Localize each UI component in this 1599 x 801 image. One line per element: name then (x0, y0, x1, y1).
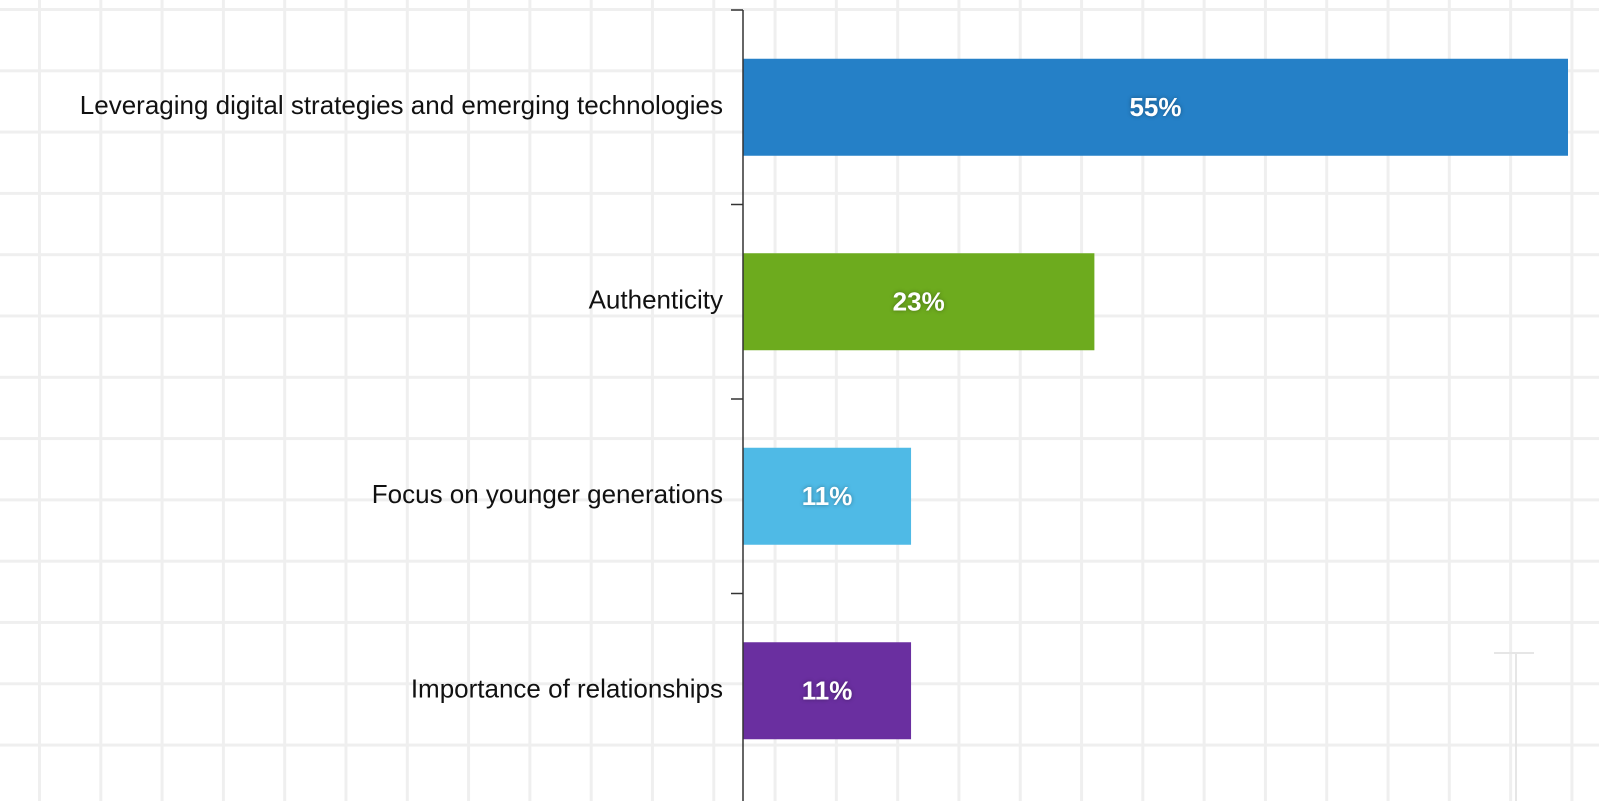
bar (743, 253, 1095, 351)
data-label: 11% (802, 481, 853, 511)
bar (743, 447, 912, 545)
data-label: 11% (802, 676, 853, 706)
bar (743, 642, 912, 740)
data-label: 23% (893, 287, 945, 317)
category-label: Authenticity (589, 285, 723, 315)
category-label: Importance of relationships (411, 674, 723, 704)
category-label: Focus on younger generations (372, 479, 723, 509)
data-label: 55% (1129, 92, 1181, 122)
plot-area (743, 58, 1568, 740)
bar (743, 58, 1568, 156)
category-label: Leveraging digital strategies and emergi… (80, 90, 723, 120)
